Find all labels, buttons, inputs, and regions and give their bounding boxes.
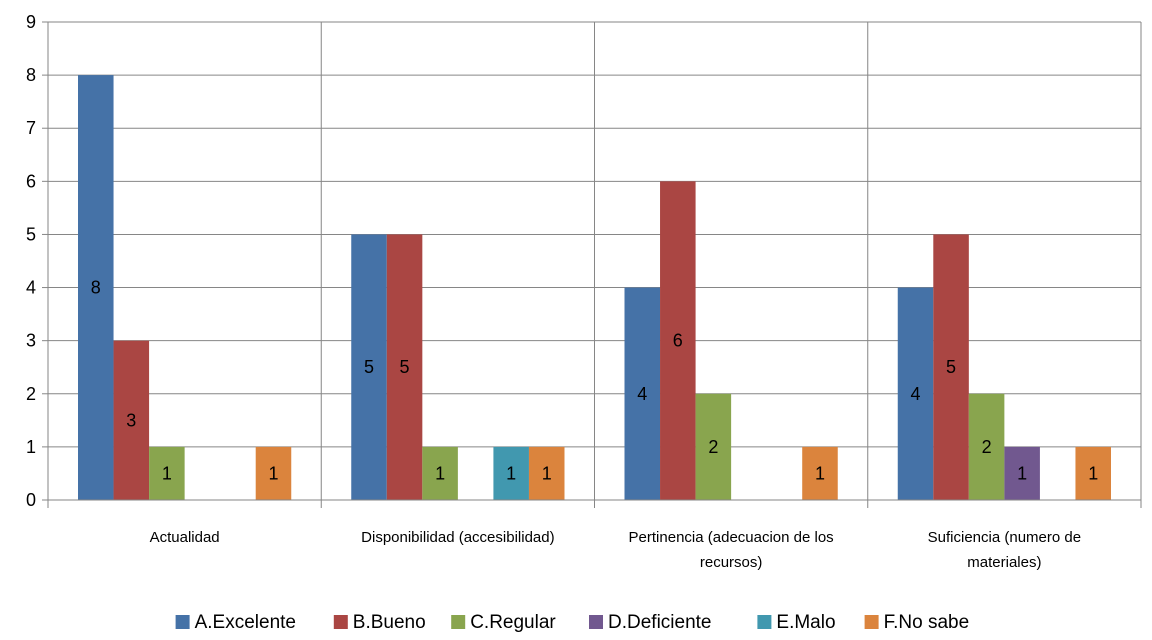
bars [78, 75, 1111, 501]
bar [528, 446, 565, 500]
data-label: 6 [673, 331, 683, 351]
x-category-label: Suficiencia (numero de materiales) [928, 529, 1081, 571]
data-label: 1 [1088, 463, 1098, 483]
bar [624, 287, 661, 500]
legend-item: D.Deficiente [589, 612, 712, 633]
bar [149, 446, 185, 500]
y-tick-label: 5 [26, 224, 36, 244]
data-label: 5 [400, 357, 410, 377]
legend: A.Excelente B.Bueno C.Regular D.Deficiente E… [175, 612, 970, 633]
data-label: 1 [815, 463, 825, 483]
data-label: 1 [435, 463, 445, 483]
legend-label: C.Regular [470, 612, 556, 633]
legend-item: C.Regular [451, 612, 556, 633]
bar [933, 234, 969, 500]
data-label: 8 [91, 278, 101, 298]
bar [802, 446, 838, 500]
axes [42, 21, 1141, 508]
y-axis-ticks: 0 1 2 3 4 5 6 7 8 9 [26, 12, 36, 510]
legend-swatch [864, 615, 879, 629]
legend-label: E.Malo [776, 612, 835, 633]
data-label: 3 [126, 410, 136, 430]
legend-label: B.Bueno [353, 612, 426, 633]
bar [897, 287, 934, 500]
legend-item: E.Malo [757, 612, 836, 633]
gridlines [48, 21, 1142, 508]
bar [422, 446, 458, 500]
legend-swatch [451, 615, 466, 629]
legend-item: F.No sabe [864, 612, 970, 633]
legend-swatch [589, 615, 603, 629]
legend-item: B.Bueno [333, 612, 426, 633]
data-label: 1 [542, 463, 552, 483]
data-label: 1 [506, 463, 516, 483]
legend-label: F.No sabe [884, 612, 970, 633]
bar [255, 446, 292, 500]
data-label: 4 [911, 384, 921, 404]
legend-label: A.Excelente [195, 612, 296, 633]
bar [493, 446, 529, 500]
data-label: 5 [946, 357, 956, 377]
bar [695, 393, 732, 500]
bar [660, 181, 696, 501]
y-tick-label: 8 [26, 65, 36, 85]
data-label: 5 [364, 357, 374, 377]
data-label: 2 [708, 437, 718, 457]
y-tick-label: 7 [26, 118, 36, 138]
data-labels: 8 3 1 1 5 5 1 1 1 4 6 2 1 4 5 2 1 1 [91, 278, 1098, 484]
data-label: 2 [982, 437, 992, 457]
legend-swatch [175, 615, 190, 629]
y-tick-label: 6 [26, 171, 36, 191]
y-tick-label: 9 [26, 12, 36, 32]
x-category-label: Disponibilidad (accesibilidad) [361, 529, 554, 546]
x-category-label: Pertinencia (adecuacion de los recursos) [629, 529, 834, 571]
y-tick-label: 3 [26, 331, 36, 351]
y-tick-label: 2 [26, 384, 36, 404]
bar [78, 75, 114, 500]
legend-swatch [333, 615, 348, 629]
bar [113, 340, 150, 500]
bar [386, 234, 423, 500]
legend-item: A.Excelente [175, 612, 296, 633]
data-label: 1 [162, 463, 172, 483]
bar [1075, 446, 1111, 500]
bar [1004, 446, 1040, 500]
y-tick-label: 4 [26, 278, 36, 298]
y-tick-label: 0 [26, 490, 36, 510]
legend-swatch [757, 615, 772, 629]
y-tick-label: 1 [26, 437, 36, 457]
legend-label: D.Deficiente [608, 612, 712, 633]
x-axis-labels: Actualidad Disponibilidad (accesibilidad)… [150, 529, 1081, 571]
bar [968, 393, 1005, 500]
bar [351, 234, 387, 500]
data-label: 4 [637, 384, 647, 404]
x-category-label: Actualidad [150, 529, 220, 546]
data-label: 1 [268, 463, 278, 483]
data-label: 1 [1017, 463, 1027, 483]
